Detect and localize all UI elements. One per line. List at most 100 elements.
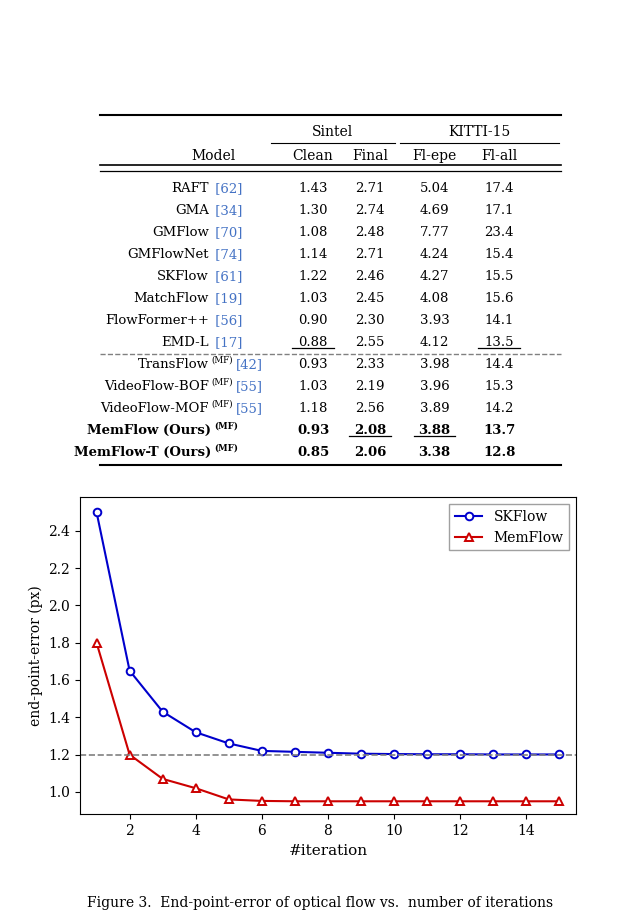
Text: (MF): (MF) bbox=[214, 421, 238, 430]
MemFlow bbox=[93, 637, 100, 648]
Text: 1.30: 1.30 bbox=[298, 204, 328, 217]
MemFlow bbox=[424, 796, 431, 807]
Text: 15.3: 15.3 bbox=[484, 380, 514, 393]
SKFlow bbox=[357, 748, 365, 759]
Text: 2.48: 2.48 bbox=[355, 226, 385, 239]
Text: 2.46: 2.46 bbox=[355, 270, 385, 283]
SKFlow bbox=[490, 749, 497, 760]
Text: Final: Final bbox=[352, 149, 388, 163]
Text: 4.69: 4.69 bbox=[420, 204, 449, 217]
Text: EMD-L: EMD-L bbox=[161, 336, 209, 349]
Text: 2.71: 2.71 bbox=[355, 248, 385, 261]
Text: [42]: [42] bbox=[236, 358, 263, 371]
SKFlow bbox=[225, 737, 233, 748]
Text: 12.8: 12.8 bbox=[483, 446, 515, 459]
Text: 4.27: 4.27 bbox=[420, 270, 449, 283]
Text: 2.56: 2.56 bbox=[355, 402, 385, 414]
MemFlow bbox=[357, 796, 365, 807]
SKFlow bbox=[125, 665, 134, 676]
Text: 2.19: 2.19 bbox=[355, 380, 385, 393]
Text: 23.4: 23.4 bbox=[484, 226, 514, 239]
SKFlow bbox=[424, 748, 431, 759]
Text: 4.24: 4.24 bbox=[420, 248, 449, 261]
Text: 17.4: 17.4 bbox=[484, 182, 514, 195]
Text: SKFlow: SKFlow bbox=[157, 270, 209, 283]
Text: [34]: [34] bbox=[211, 204, 243, 217]
MemFlow bbox=[258, 795, 266, 806]
Text: FlowFormer++: FlowFormer++ bbox=[105, 314, 209, 327]
MemFlow bbox=[192, 782, 200, 793]
SKFlow bbox=[556, 749, 563, 760]
SKFlow bbox=[192, 727, 200, 737]
MemFlow bbox=[324, 796, 332, 807]
Y-axis label: end-point-error (px): end-point-error (px) bbox=[28, 586, 43, 727]
Text: 15.4: 15.4 bbox=[484, 248, 514, 261]
MemFlow bbox=[456, 796, 464, 807]
SKFlow bbox=[159, 706, 166, 717]
Text: Sintel: Sintel bbox=[312, 125, 353, 139]
Text: [74]: [74] bbox=[211, 248, 243, 261]
Text: 7.77: 7.77 bbox=[420, 226, 449, 239]
Text: 2.45: 2.45 bbox=[355, 292, 385, 305]
MemFlow bbox=[522, 796, 530, 807]
Text: (MF): (MF) bbox=[211, 377, 233, 386]
Text: 14.2: 14.2 bbox=[484, 402, 514, 414]
Text: [19]: [19] bbox=[211, 292, 243, 305]
Text: [55]: [55] bbox=[236, 402, 263, 414]
MemFlow bbox=[490, 796, 497, 807]
Text: 13.7: 13.7 bbox=[483, 424, 515, 437]
Text: 3.88: 3.88 bbox=[419, 424, 451, 437]
SKFlow bbox=[522, 749, 530, 760]
Text: 0.85: 0.85 bbox=[297, 446, 329, 459]
Text: 17.1: 17.1 bbox=[484, 204, 514, 217]
Text: KITTI-15: KITTI-15 bbox=[448, 125, 511, 139]
Text: [61]: [61] bbox=[211, 270, 243, 283]
Text: 3.93: 3.93 bbox=[420, 314, 449, 327]
Text: Fl-epe: Fl-epe bbox=[413, 149, 457, 163]
Text: 13.5: 13.5 bbox=[484, 336, 514, 349]
Text: (MF): (MF) bbox=[211, 355, 233, 364]
Text: 0.93: 0.93 bbox=[298, 358, 328, 371]
Text: [55]: [55] bbox=[236, 380, 263, 393]
Text: VideoFlow-BOF: VideoFlow-BOF bbox=[104, 380, 209, 393]
SKFlow bbox=[390, 748, 398, 759]
Text: 2.08: 2.08 bbox=[354, 424, 387, 437]
Line: MemFlow: MemFlow bbox=[92, 639, 564, 805]
Text: 2.30: 2.30 bbox=[355, 314, 385, 327]
Text: GMFlowNet: GMFlowNet bbox=[127, 248, 209, 261]
Text: 2.71: 2.71 bbox=[355, 182, 385, 195]
Text: 4.08: 4.08 bbox=[420, 292, 449, 305]
Text: GMFlow: GMFlow bbox=[152, 226, 209, 239]
SKFlow bbox=[93, 507, 100, 518]
MemFlow bbox=[125, 749, 134, 760]
Text: 3.98: 3.98 bbox=[420, 358, 449, 371]
Text: GMA: GMA bbox=[175, 204, 209, 217]
Text: Clean: Clean bbox=[292, 149, 333, 163]
Text: 3.38: 3.38 bbox=[419, 446, 451, 459]
Text: 14.4: 14.4 bbox=[484, 358, 514, 371]
Text: 1.43: 1.43 bbox=[298, 182, 328, 195]
SKFlow bbox=[456, 748, 464, 759]
Text: MemFlow-T (Ours): MemFlow-T (Ours) bbox=[74, 446, 211, 459]
Text: 2.74: 2.74 bbox=[355, 204, 385, 217]
Text: 1.18: 1.18 bbox=[298, 402, 328, 414]
Text: 1.08: 1.08 bbox=[298, 226, 328, 239]
Text: 5.04: 5.04 bbox=[420, 182, 449, 195]
Text: VideoFlow-MOF: VideoFlow-MOF bbox=[100, 402, 209, 414]
Text: [17]: [17] bbox=[211, 336, 243, 349]
Text: 15.5: 15.5 bbox=[484, 270, 514, 283]
MemFlow bbox=[556, 796, 563, 807]
MemFlow bbox=[225, 794, 233, 805]
SKFlow bbox=[324, 748, 332, 759]
Line: SKFlow: SKFlow bbox=[93, 508, 563, 759]
Text: 1.03: 1.03 bbox=[298, 380, 328, 393]
Text: TransFlow: TransFlow bbox=[138, 358, 209, 371]
Text: (MF): (MF) bbox=[211, 399, 233, 408]
Text: [70]: [70] bbox=[211, 226, 243, 239]
Legend: SKFlow, MemFlow: SKFlow, MemFlow bbox=[449, 504, 569, 550]
Text: 3.96: 3.96 bbox=[420, 380, 449, 393]
MemFlow bbox=[159, 773, 166, 784]
Text: MatchFlow: MatchFlow bbox=[134, 292, 209, 305]
X-axis label: #iteration: #iteration bbox=[289, 844, 367, 857]
Text: 3.89: 3.89 bbox=[420, 402, 449, 414]
